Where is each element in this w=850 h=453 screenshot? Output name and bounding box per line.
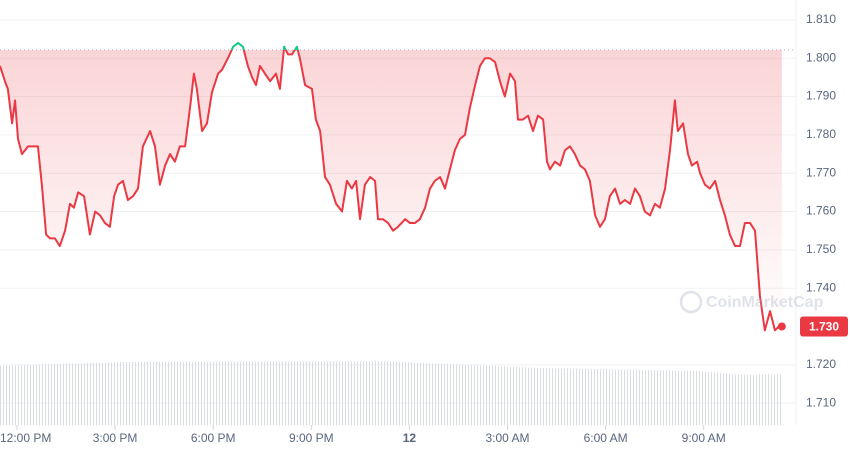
y-tick-label: 1.750	[806, 242, 836, 256]
axes: 1.810 1.800 1.790 1.780 1.770 1.760 1.750 1.740…	[0, 12, 848, 445]
y-tick-label: 1.770	[806, 165, 836, 179]
y-tick-label: 1.760	[806, 204, 836, 218]
y-tick-label: 1.800	[806, 50, 836, 64]
y-tick-label: 1.780	[806, 127, 836, 141]
x-tick-label: 6:00 AM	[584, 431, 628, 445]
x-tick-label: 12:00 PM	[0, 431, 51, 445]
y-tick-label: 1.790	[806, 89, 836, 103]
plot	[0, 41, 796, 332]
x-tick-label: 9:00 PM	[289, 431, 334, 445]
x-tick-label: 3:00 AM	[485, 431, 529, 445]
last-point	[777, 322, 786, 331]
watermark-logo	[679, 290, 703, 314]
y-tick-label: 1.710	[806, 395, 836, 409]
watermark: CoinMarketCap	[679, 290, 824, 314]
price-badge	[800, 316, 848, 337]
area	[0, 49, 782, 331]
y-tick-label: 1.740	[806, 280, 836, 294]
x-tick-label: 9:00 AM	[682, 431, 726, 445]
price-badge-label: 1.730	[809, 320, 839, 334]
price-line	[0, 49, 782, 332]
x-tick-label: 6:00 PM	[191, 431, 236, 445]
x-tick-label: 3:00 PM	[93, 431, 138, 445]
x-tick-label: 12	[403, 431, 417, 445]
watermark-text: CoinMarketCap	[706, 294, 824, 311]
y-tick-label: 1.720	[806, 357, 836, 371]
volume-bars	[0, 361, 782, 425]
y-tick-label: 1.810	[806, 12, 836, 26]
